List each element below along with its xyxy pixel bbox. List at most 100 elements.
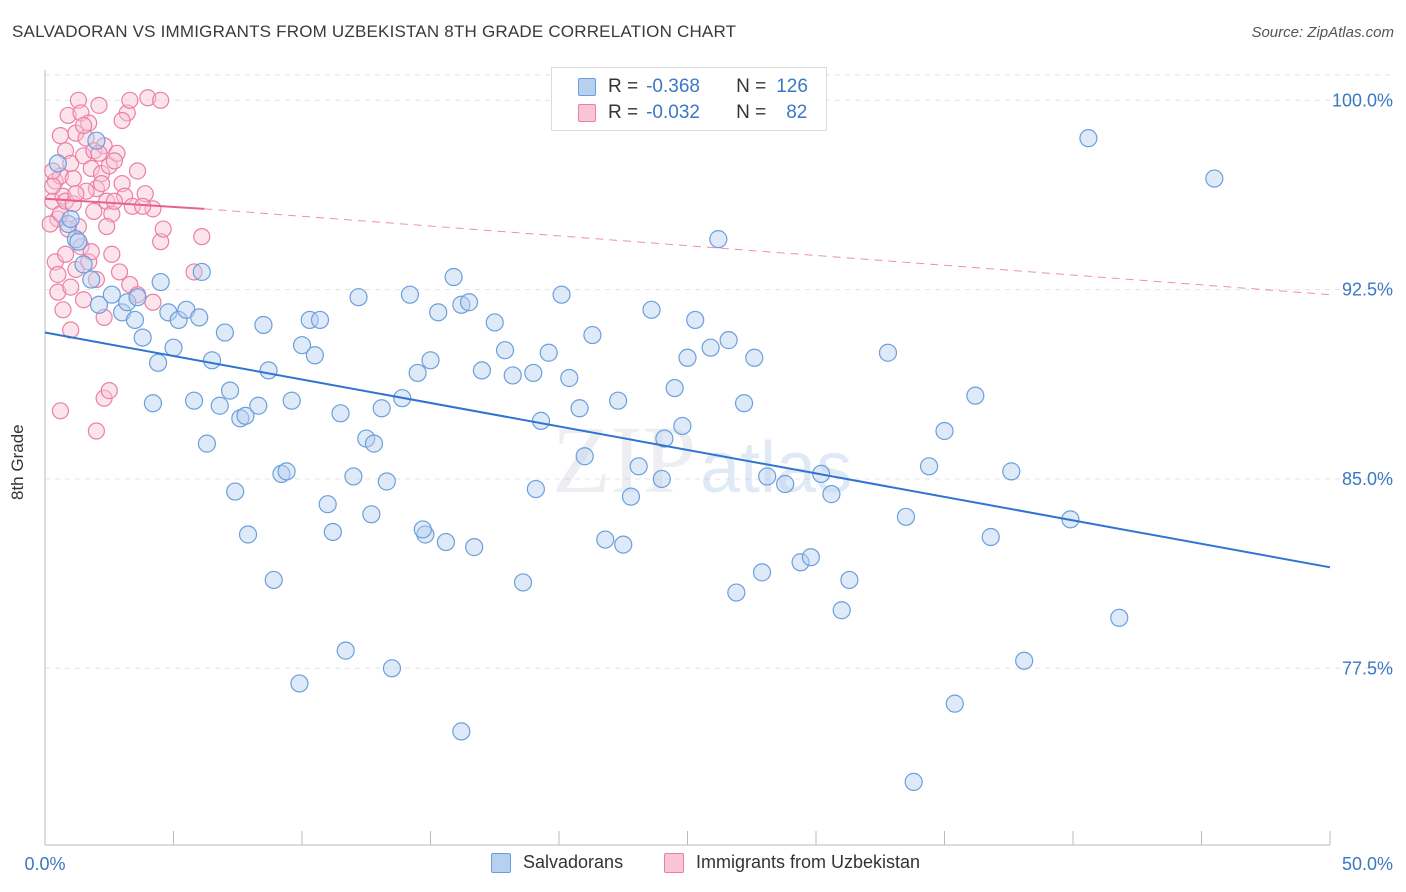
data-point-uzbekistan — [193, 228, 211, 246]
data-point-salvadoran — [336, 641, 355, 660]
data-point-uzbekistan — [80, 253, 98, 271]
series-salvadorans — [48, 129, 1224, 791]
data-point-uzbekistan — [103, 245, 121, 263]
data-point-salvadoran — [609, 391, 628, 410]
data-point-salvadoran — [629, 457, 648, 476]
data-point-salvadoran — [832, 601, 851, 620]
data-point-salvadoran — [408, 363, 427, 383]
data-point-uzbekistan — [185, 263, 203, 281]
data-point-salvadoran — [323, 522, 342, 542]
data-point-salvadoran — [429, 303, 448, 322]
data-point-salvadoran — [66, 230, 85, 249]
data-point-uzbekistan — [44, 177, 62, 195]
data-point-salvadoran — [791, 553, 810, 572]
chart-title: SALVADORAN VS IMMIGRANTS FROM UZBEKISTAN… — [12, 22, 737, 41]
legend-r-value: -0.368 — [646, 76, 700, 97]
data-point-salvadoran — [878, 343, 898, 362]
data-point-salvadoran — [552, 285, 571, 304]
data-point-uzbekistan — [128, 162, 147, 180]
data-point-salvadoran — [801, 548, 820, 567]
data-point-uzbekistan — [44, 192, 62, 210]
data-point-salvadoran — [292, 336, 312, 355]
data-point-uzbekistan — [105, 152, 123, 170]
data-point-salvadoran — [495, 341, 515, 360]
legend-r-label: R = — [608, 102, 639, 123]
data-point-salvadoran — [734, 394, 754, 413]
data-point-salvadoran — [904, 772, 923, 791]
data-point-uzbekistan — [136, 185, 154, 203]
data-point-salvadoran — [935, 421, 954, 441]
data-point-uzbekistan — [67, 185, 85, 203]
data-point-salvadoran — [436, 532, 456, 552]
trend-line-uzbekistan-extension — [204, 208, 1331, 296]
data-point-uzbekistan — [41, 215, 59, 233]
data-point-salvadoran — [272, 464, 291, 484]
data-point-salvadoran — [226, 482, 245, 501]
data-point-salvadoran — [364, 434, 384, 453]
data-point-uzbekistan — [105, 192, 123, 210]
data-point-salvadoran — [472, 361, 491, 380]
data-point-salvadoran — [254, 315, 273, 335]
data-point-salvadoran — [202, 351, 222, 370]
data-point-uzbekistan — [87, 270, 106, 289]
data-point-salvadoran — [61, 209, 80, 229]
data-point-salvadoran — [82, 270, 101, 289]
data-point-uzbekistan — [113, 111, 131, 130]
watermark: ZIP atlas — [552, 406, 852, 513]
data-point-salvadoran — [1002, 462, 1021, 481]
legend-label: Immigrants from Uzbekistan — [696, 852, 921, 872]
data-point-salvadoran — [513, 573, 533, 592]
data-point-salvadoran — [164, 338, 183, 357]
data-point-salvadoran — [686, 310, 705, 330]
data-point-salvadoran — [485, 313, 504, 332]
data-point-salvadoran — [290, 674, 309, 693]
data-point-salvadoran — [945, 694, 964, 713]
data-point-salvadoran — [192, 262, 211, 282]
tick-labels: 77.5% 85.0% 92.5% 100.0% 0.0% 50.0% — [24, 90, 1393, 874]
blue-swatch-icon — [578, 78, 596, 96]
data-point-salvadoran — [69, 232, 88, 251]
data-point-salvadoran — [444, 267, 463, 287]
legend-n-value: 126 — [776, 76, 808, 97]
data-point-uzbekistan — [69, 91, 88, 109]
data-point-salvadoran — [377, 472, 396, 491]
data-point-salvadoran — [220, 381, 240, 400]
data-point-salvadoran — [1205, 169, 1224, 188]
data-point-uzbekistan — [85, 202, 103, 220]
data-point-salvadoran — [776, 474, 795, 494]
data-point-uzbekistan — [49, 265, 67, 284]
data-point-salvadoran — [575, 447, 594, 466]
legend-item-uzbekistan: Immigrants from Uzbekistan — [664, 852, 920, 873]
data-point-salvadoran — [465, 538, 484, 557]
data-point-uzbekistan — [54, 301, 72, 319]
x-tick-label: 50.0% — [1342, 854, 1393, 874]
data-point-salvadoran — [1015, 651, 1034, 670]
y-tick-label: 100.0% — [1332, 90, 1393, 110]
legend-label: Salvadorans — [523, 852, 624, 872]
data-point-salvadoran — [539, 343, 558, 362]
data-point-salvadoran — [673, 416, 692, 436]
data-point-salvadoran — [331, 404, 350, 423]
data-point-salvadoran — [87, 131, 106, 150]
data-point-uzbekistan — [100, 382, 118, 400]
data-point-salvadoran — [1079, 129, 1098, 148]
data-point-salvadoran — [231, 409, 250, 428]
data-point-salvadoran — [752, 563, 772, 582]
data-point-salvadoran — [215, 323, 234, 342]
data-point-salvadoran — [118, 293, 137, 312]
data-point-salvadoran — [642, 300, 661, 319]
data-point-salvadoran — [372, 399, 391, 418]
data-point-salvadoran — [822, 485, 841, 504]
data-point-uzbekistan — [87, 180, 106, 198]
data-point-uzbekistan — [74, 291, 93, 309]
data-point-uzbekistan — [74, 116, 93, 135]
data-point-salvadoran — [264, 570, 283, 590]
data-point-salvadoran — [709, 230, 728, 249]
legend-item-salvadorans: Salvadorans — [491, 852, 623, 873]
data-point-salvadoran — [421, 351, 440, 370]
data-point-salvadoran — [125, 310, 145, 330]
data-point-salvadoran — [238, 525, 258, 544]
data-point-salvadoran — [719, 331, 738, 350]
data-point-salvadoran — [48, 154, 67, 173]
data-point-salvadoran — [305, 346, 324, 365]
